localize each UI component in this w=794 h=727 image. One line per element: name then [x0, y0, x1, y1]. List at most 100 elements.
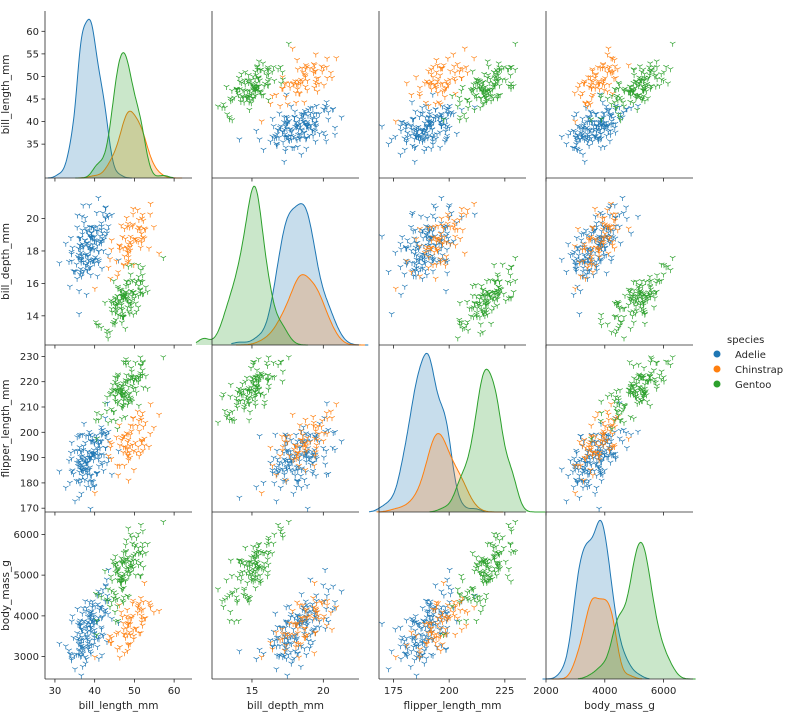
point-gentoo [505, 522, 512, 528]
point-chinstrap [296, 463, 302, 469]
point-gentoo [256, 78, 263, 84]
point-chinstrap [440, 580, 447, 586]
point-adelie [579, 470, 586, 476]
point-gentoo [499, 77, 506, 83]
point-adelie [407, 133, 414, 139]
point-chinstrap [437, 231, 444, 237]
point-gentoo [456, 95, 463, 101]
point-adelie [438, 111, 445, 118]
point-chinstrap [589, 270, 596, 276]
point-chinstrap [425, 69, 432, 75]
point-gentoo [505, 566, 512, 573]
point-gentoo [617, 388, 623, 394]
point-adelie [635, 429, 641, 435]
point-adelie [288, 661, 295, 667]
point-gentoo [252, 561, 259, 567]
point-adelie [392, 134, 399, 140]
point-gentoo [479, 102, 486, 108]
point-adelie [419, 105, 426, 111]
point-gentoo [108, 298, 114, 304]
y-tick-label: 4000 [14, 611, 39, 622]
point-chinstrap [303, 63, 309, 69]
point-adelie [379, 621, 385, 627]
point-adelie [576, 495, 583, 501]
point-chinstrap [444, 212, 451, 218]
point-adelie [385, 269, 392, 275]
point-adelie [446, 567, 453, 573]
point-adelie [438, 589, 445, 595]
point-chinstrap [575, 226, 581, 232]
kde-line-chinstrap-bill_depth_mm [236, 274, 365, 346]
point-gentoo [227, 382, 234, 388]
point-adelie [56, 261, 63, 267]
point-adelie [83, 656, 90, 663]
point-adelie [438, 195, 445, 201]
point-gentoo [142, 285, 149, 291]
point-chinstrap [303, 64, 310, 70]
point-adelie [282, 145, 289, 151]
point-adelie [310, 133, 317, 139]
point-gentoo [492, 279, 499, 285]
point-chinstrap [605, 417, 612, 423]
point-gentoo [473, 618, 480, 624]
kde-line-adelie-bill_depth_mm [231, 203, 369, 346]
point-gentoo [635, 83, 642, 90]
point-adelie [85, 253, 91, 259]
point-gentoo [479, 330, 486, 336]
point-chinstrap [416, 85, 423, 91]
point-adelie [573, 142, 580, 148]
point-gentoo [256, 89, 262, 95]
point-gentoo [261, 403, 268, 409]
point-chinstrap [277, 103, 284, 110]
point-gentoo [111, 409, 118, 415]
point-chinstrap [594, 65, 601, 71]
point-chinstrap [314, 89, 321, 95]
kde-fill-gentoo-bill_length_mm [75, 52, 174, 179]
point-chinstrap [577, 93, 584, 99]
point-adelie [617, 241, 624, 247]
point-gentoo [597, 418, 604, 424]
point-adelie [605, 108, 612, 115]
point-gentoo [633, 396, 640, 402]
point-adelie [388, 311, 395, 318]
point-adelie [423, 145, 430, 151]
y-tick-label: 200 [20, 428, 39, 439]
legend-title: species [727, 335, 764, 346]
point-adelie [105, 224, 112, 230]
point-chinstrap [282, 94, 289, 101]
point-gentoo [484, 75, 491, 81]
point-gentoo [638, 69, 645, 75]
point-gentoo [507, 65, 514, 71]
point-adelie [413, 673, 420, 679]
point-chinstrap [302, 84, 309, 90]
point-adelie [433, 623, 439, 629]
point-adelie [417, 110, 424, 117]
point-chinstrap [612, 424, 618, 430]
point-chinstrap [431, 82, 438, 88]
point-gentoo [508, 579, 514, 585]
point-adelie [284, 467, 291, 473]
point-chinstrap [273, 473, 280, 479]
point-gentoo [245, 79, 252, 85]
point-gentoo [630, 279, 637, 286]
point-chinstrap [150, 610, 157, 616]
point-adelie [281, 159, 288, 165]
point-gentoo [244, 89, 251, 95]
point-adelie [444, 133, 451, 139]
point-adelie [413, 134, 420, 140]
point-gentoo [480, 101, 487, 107]
point-chinstrap [447, 242, 454, 248]
point-adelie [76, 242, 83, 249]
point-chinstrap [432, 640, 439, 646]
point-gentoo [250, 74, 257, 80]
point-chinstrap [130, 467, 137, 474]
point-adelie [79, 228, 86, 234]
point-gentoo [604, 322, 611, 328]
point-gentoo [627, 298, 634, 304]
point-adelie [297, 664, 304, 670]
point-gentoo [608, 392, 615, 398]
point-chinstrap [447, 225, 454, 231]
point-adelie [589, 139, 596, 145]
point-gentoo [621, 336, 627, 342]
point-gentoo [488, 321, 495, 327]
